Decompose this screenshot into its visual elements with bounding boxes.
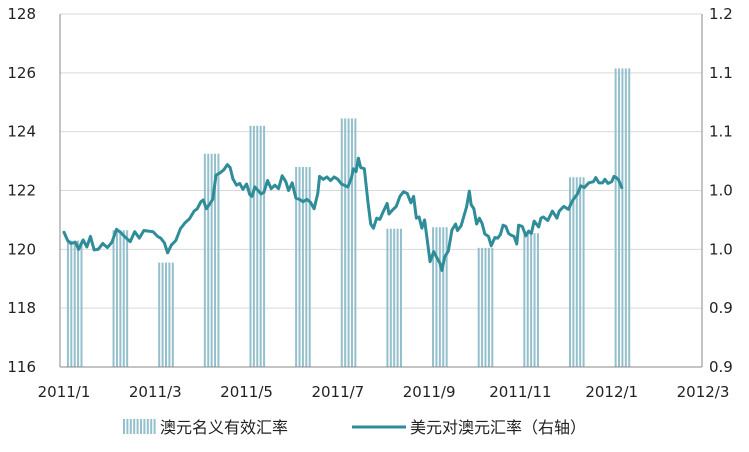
right-tick-label: 1.1 <box>709 123 733 141</box>
left-tick-label: 128 <box>7 5 36 23</box>
right-tick-label: 0.9 <box>709 299 733 317</box>
line-path <box>62 156 624 273</box>
bar <box>523 233 539 367</box>
x-tick-label: 2012/3 <box>677 383 730 401</box>
legend-bar-swatch <box>123 419 156 434</box>
bar <box>66 240 83 367</box>
bar-series <box>66 68 631 368</box>
x-tick-label: 2011/11 <box>489 383 551 401</box>
bar <box>477 247 494 367</box>
legend-line-label: 美元对澳元汇率（右轴） <box>410 418 586 437</box>
x-tick-label: 2011/1 <box>38 383 91 401</box>
left-tick-label: 120 <box>7 240 36 258</box>
x-tick-label: 2012/1 <box>585 383 638 401</box>
right-tick-label: 1.0 <box>709 182 733 200</box>
bar <box>340 118 357 368</box>
grid-lines <box>60 13 702 368</box>
legend-bar-label: 澳元名义有效汇率 <box>160 418 288 437</box>
right-tick-label: 0.9 <box>709 358 733 376</box>
bar <box>158 262 174 367</box>
right-axis-ticks: 0.9 0.9 1.0 1.0 1.1 1.1 1.2 <box>709 5 733 376</box>
x-axis-ticks: 2011/1 2011/3 2011/5 2011/7 2011/9 2011/11 201… <box>38 383 730 401</box>
left-tick-label: 126 <box>7 64 36 82</box>
left-tick-label: 116 <box>7 358 36 376</box>
right-tick-label: 1.0 <box>709 240 733 258</box>
bar <box>568 177 585 367</box>
right-tick-label: 1.1 <box>709 64 733 82</box>
bar <box>295 166 311 367</box>
bar <box>203 153 220 367</box>
left-tick-label: 118 <box>7 299 36 317</box>
right-tick-label: 1.2 <box>709 5 733 23</box>
bar <box>432 227 448 367</box>
left-tick-label: 124 <box>7 123 36 141</box>
axes <box>59 14 703 368</box>
x-tick-label: 2011/7 <box>311 383 364 401</box>
x-tick-label: 2011/3 <box>129 383 182 401</box>
bar <box>112 230 129 367</box>
left-tick-label: 122 <box>7 182 36 200</box>
left-axis-ticks: 116 118 120 122 124 126 128 <box>7 5 36 376</box>
bar <box>614 68 631 368</box>
x-tick-label: 2011/5 <box>220 383 273 401</box>
x-tick-label: 2011/9 <box>403 383 456 401</box>
bar <box>249 125 266 367</box>
line-series <box>62 156 624 273</box>
bar <box>386 228 403 367</box>
legend: 澳元名义有效汇率 美元对澳元汇率（右轴） <box>123 418 586 437</box>
